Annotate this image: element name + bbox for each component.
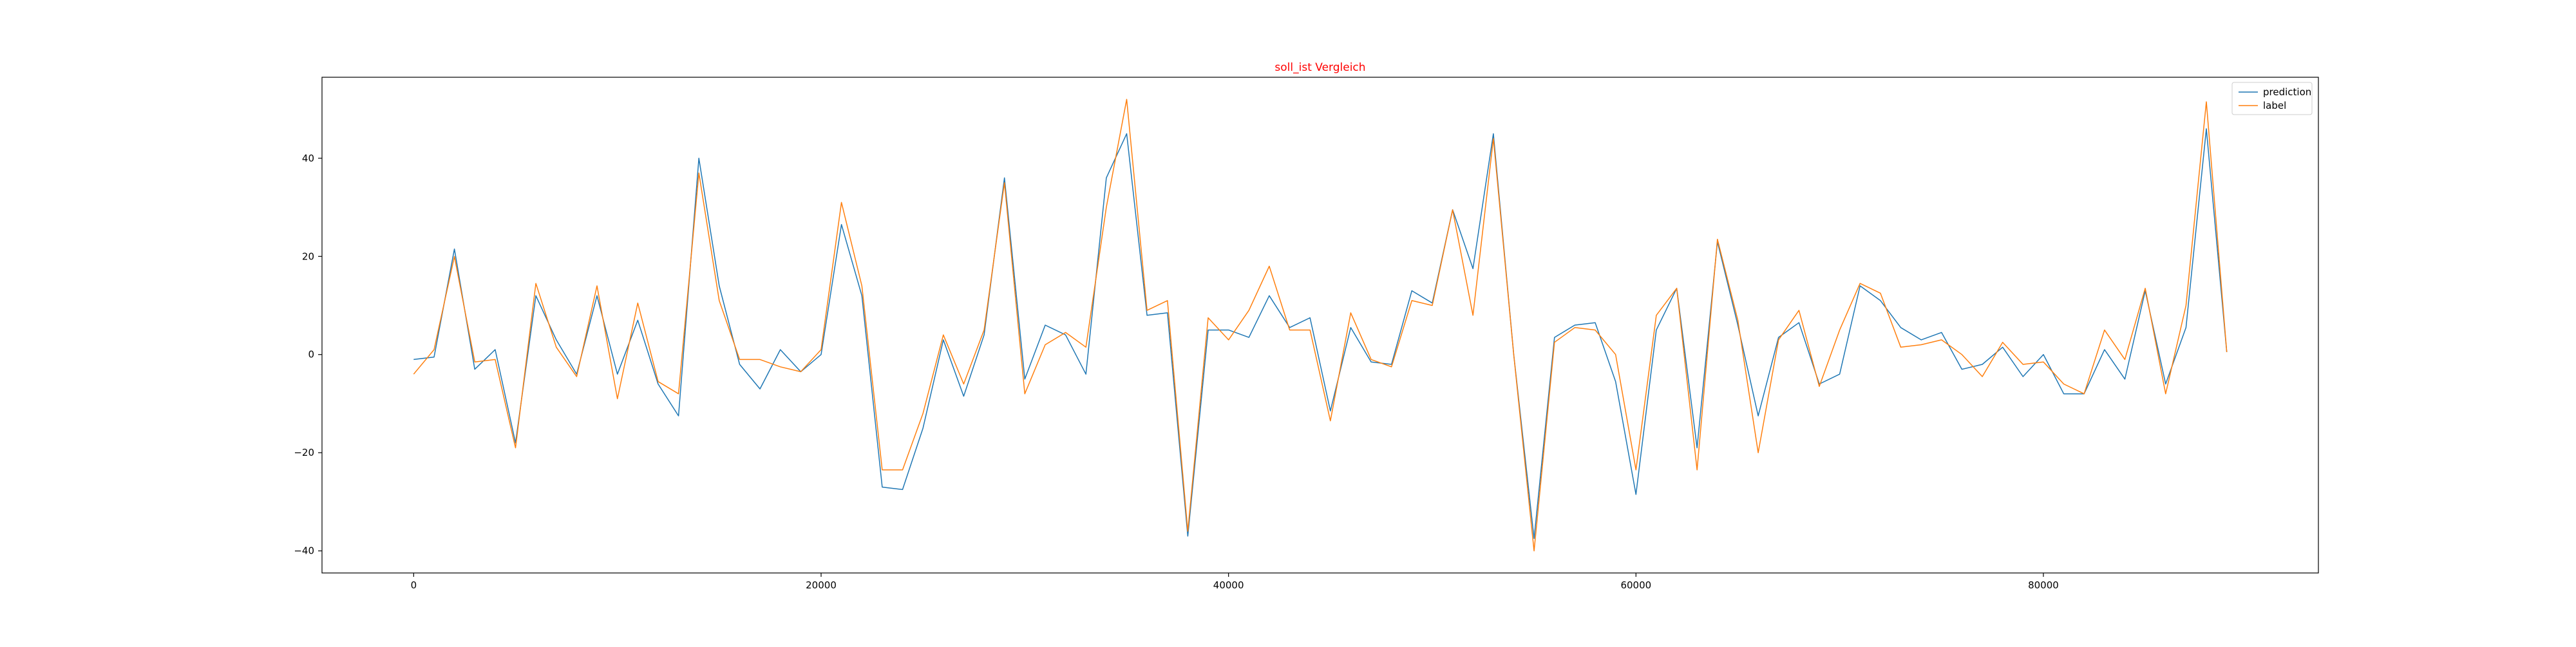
legend-label-prediction: prediction xyxy=(2263,86,2311,98)
x-tick-label: 20000 xyxy=(806,579,837,591)
y-tick-label: −20 xyxy=(294,447,314,458)
chart-title: soll_ist Vergleich xyxy=(1274,61,1365,74)
legend-label-label: label xyxy=(2263,100,2286,111)
y-tick-label: −40 xyxy=(294,545,314,557)
series-line-prediction xyxy=(413,128,2228,539)
y-tick-label: 0 xyxy=(308,349,314,361)
y-axis: −40 −20 0 20 40 xyxy=(294,153,322,557)
x-tick-label: 80000 xyxy=(2028,579,2059,591)
series-line-label xyxy=(413,98,2228,552)
legend: prediction label xyxy=(2231,82,2313,115)
y-tick-label: 20 xyxy=(302,250,314,262)
series-layer xyxy=(413,98,2228,552)
y-tick-label: 40 xyxy=(302,153,314,164)
legend-box xyxy=(2231,82,2313,115)
plot-frame xyxy=(321,77,2319,574)
x-tick-label: 0 xyxy=(411,579,417,591)
x-tick-label: 60000 xyxy=(1620,579,1651,591)
x-axis: 0 20000 40000 60000 80000 xyxy=(411,573,2059,591)
x-tick-label: 40000 xyxy=(1213,579,1244,591)
